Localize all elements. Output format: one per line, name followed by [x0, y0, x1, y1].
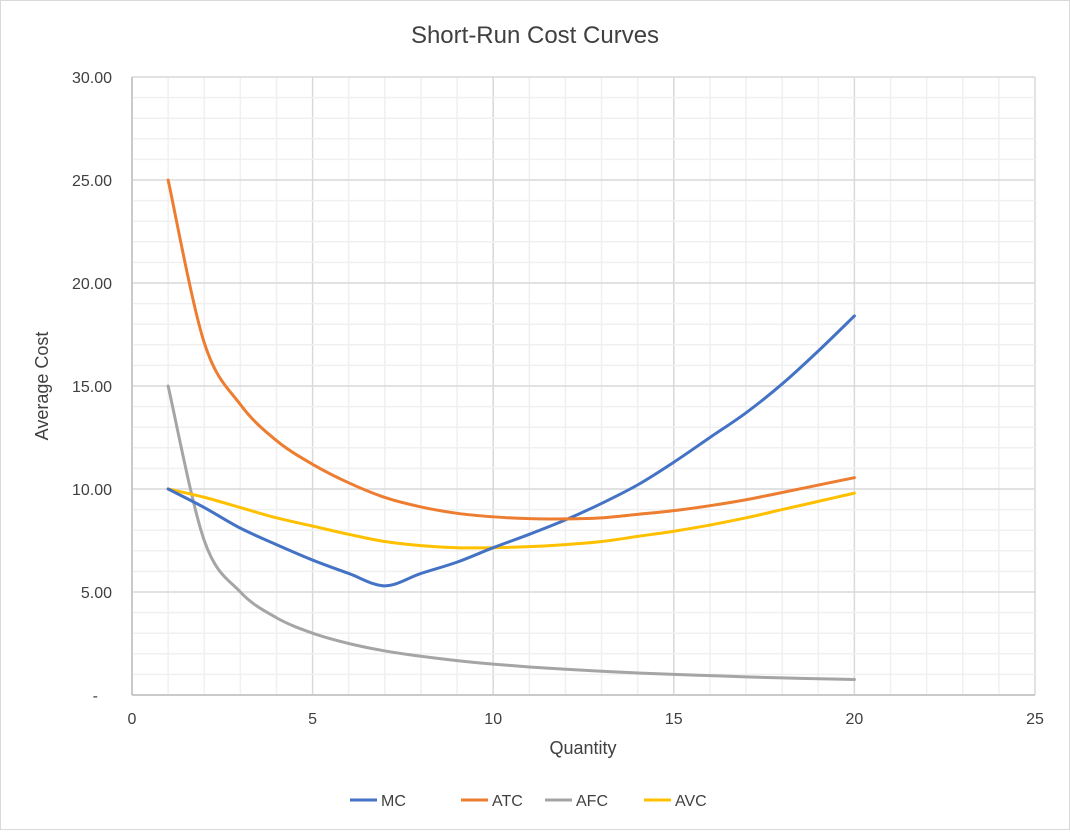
y-tick-label: 25.00	[72, 173, 112, 190]
x-tick-label: 10	[484, 711, 502, 728]
x-tick-label: 15	[665, 711, 683, 728]
series-line-avc	[166, 487, 856, 550]
y-axis-label: Average Cost	[32, 332, 52, 441]
legend-label-atc: ATC	[492, 793, 523, 810]
x-tick-label: 5	[308, 711, 317, 728]
y-tick-label: -	[93, 688, 98, 705]
x-axis-label: Quantity	[549, 738, 616, 758]
y-tick-label: 30.00	[72, 70, 112, 87]
chart-title: Short-Run Cost Curves	[411, 22, 659, 49]
y-tick-label: 5.00	[81, 585, 112, 602]
legend-label-mc: MC	[381, 793, 406, 810]
series-line-afc	[166, 384, 856, 682]
x-tick-label: 20	[846, 711, 864, 728]
y-tick-label: 15.00	[72, 379, 112, 396]
legend: MC ATC AFC AVC	[350, 793, 707, 810]
x-tick-label: 25	[1026, 711, 1044, 728]
series-line-atc	[166, 178, 856, 521]
legend-label-afc: AFC	[576, 793, 608, 810]
x-tick-label: 0	[128, 711, 137, 728]
y-tick-label: 10.00	[72, 482, 112, 499]
legend-label-avc: AVC	[675, 793, 707, 810]
y-tick-label: 20.00	[72, 276, 112, 293]
series-line-mc	[166, 314, 856, 588]
